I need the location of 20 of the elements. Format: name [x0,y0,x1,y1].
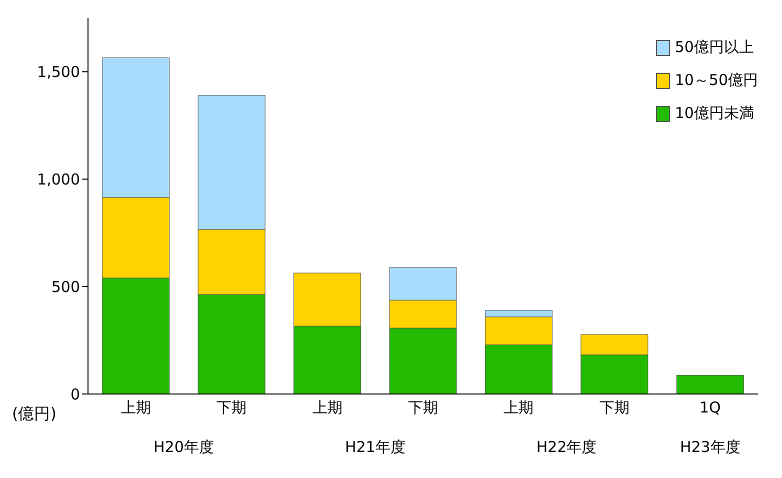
legend-label: 50億円以上 [674,38,754,57]
x-tick-label: 上期 [120,398,151,417]
legend-label: 10億円未満 [674,104,754,123]
text: H21年度 [344,438,406,457]
x-tick-label: 下期 [599,398,630,417]
x-tick-label: 上期 [312,398,342,417]
bar [676,375,744,394]
x-tick-label: 下期 [216,398,247,417]
y-tick-label: 500 [51,278,80,296]
text: H20年度 [152,438,215,457]
y-tick-label: 1,000 [37,170,80,188]
x-tick-label: 上期 [504,398,534,417]
x-tick-label: 下期 [408,398,438,417]
y-tick-label: 0 [70,385,80,404]
x-tick-label: 1Q [699,398,721,417]
y-tick-label: 1,500 [37,63,80,82]
legend-label: 10～50億円 [674,71,758,90]
text: H22年度 [535,438,598,457]
text: H23年度 [678,438,742,457]
y-axis-title: (億円) [12,404,56,425]
